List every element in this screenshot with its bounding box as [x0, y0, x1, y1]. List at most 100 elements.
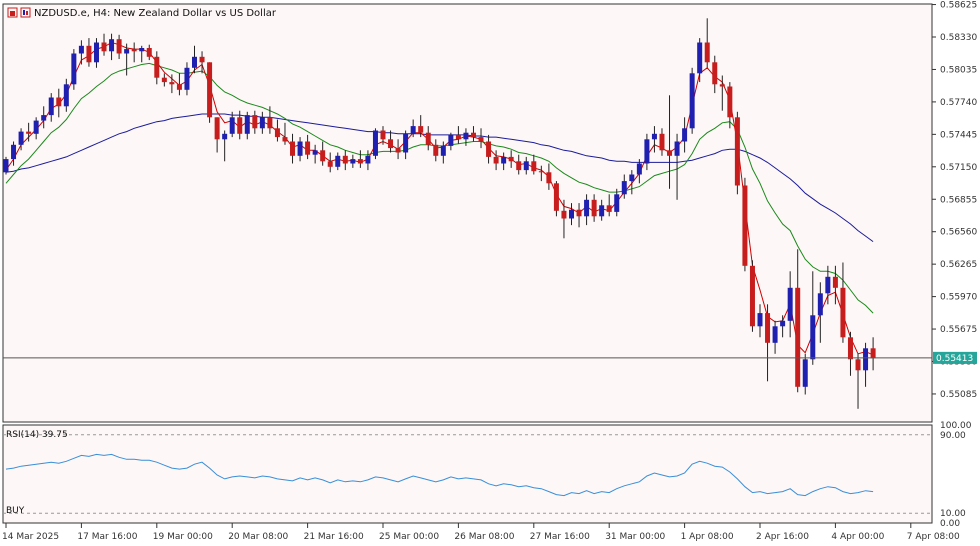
candle-body	[259, 117, 265, 129]
bear-candle	[832, 265, 838, 305]
price-tick-label: 0.57445	[940, 130, 977, 140]
rsi-tick-label: 90.00	[940, 431, 966, 441]
candle-body	[282, 137, 288, 142]
bear-candle	[734, 111, 740, 195]
rsi-line	[5, 453, 874, 497]
candle-body	[297, 141, 303, 156]
bear-candle	[176, 73, 182, 96]
candle-body	[26, 131, 32, 134]
bull-candle	[297, 137, 303, 162]
signal-label: BUY	[6, 506, 25, 516]
window-icon[interactable]	[7, 7, 18, 18]
bull-candle	[674, 133, 680, 200]
candle-body	[787, 287, 793, 321]
bull-candle	[697, 38, 703, 83]
bear-candle	[357, 150, 363, 168]
candle-body	[538, 171, 544, 173]
candle-body	[757, 313, 763, 327]
time-tick-label: 2 Apr 16:00	[756, 532, 809, 542]
price-tick-label: 0.58330	[940, 33, 977, 43]
time-tick-label: 25 Mar 00:00	[379, 532, 439, 542]
candle-body	[682, 128, 688, 142]
bear-candle	[327, 152, 333, 173]
candle-body	[516, 161, 522, 171]
candle-body	[124, 49, 130, 54]
bear-candle	[199, 51, 205, 74]
candle-body	[342, 155, 348, 164]
bull-candle	[244, 111, 250, 140]
bull-candle	[780, 315, 786, 338]
bear-candle	[486, 134, 492, 164]
bull-candle	[403, 130, 409, 160]
candle-body	[478, 137, 484, 142]
bull-candle	[810, 271, 816, 365]
bear-candle	[418, 115, 424, 138]
bull-candle	[18, 128, 24, 151]
rsi-panel-frame	[2, 424, 933, 524]
time-tick-label: 7 Apr 08:00	[907, 532, 960, 542]
ma-slow-line	[5, 113, 874, 243]
bull-candle	[48, 93, 54, 122]
bear-candle	[659, 128, 665, 156]
chart-type-icon[interactable]	[20, 7, 31, 18]
time-tick-label: 4 Apr 00:00	[831, 532, 884, 542]
candle-body	[357, 159, 363, 164]
bull-candle	[192, 45, 197, 74]
candle-body	[93, 42, 99, 63]
candle-body	[252, 115, 258, 129]
time-tick-label: 21 Mar 16:00	[304, 532, 364, 542]
candle-body	[101, 42, 107, 52]
candle-body	[455, 134, 461, 140]
bull-candle	[372, 128, 378, 160]
candle-body	[388, 139, 394, 149]
bear-candle	[116, 34, 122, 59]
bear-candle	[840, 262, 846, 343]
candle-body	[41, 115, 47, 121]
candle-body	[207, 62, 213, 118]
candle-body	[335, 155, 341, 167]
bear-candle	[154, 51, 160, 85]
candle-body	[184, 67, 190, 90]
candle-body	[365, 155, 371, 164]
bull-candle	[817, 282, 823, 343]
price-tick-label: 0.58625	[940, 1, 977, 11]
bull-candle	[621, 174, 627, 199]
candle-body	[712, 62, 718, 85]
bear-candle	[214, 117, 220, 153]
current-price-tag-bg	[933, 351, 977, 364]
candle-body	[312, 150, 318, 155]
bull-candle	[772, 320, 778, 354]
price-tick-label: 0.55085	[940, 390, 977, 400]
bear-candle	[425, 126, 431, 151]
rsi-tick-label: 10.00	[940, 509, 966, 519]
candle-body	[63, 84, 69, 107]
bull-candle	[33, 117, 39, 140]
candle-body	[667, 150, 673, 156]
bear-candle	[305, 134, 311, 160]
bear-candle	[252, 110, 258, 134]
bull-candle	[78, 40, 84, 65]
time-tick-label: 27 Mar 16:00	[530, 532, 590, 542]
bull-candle	[757, 304, 763, 338]
candle-body	[855, 359, 861, 371]
bull-candle	[651, 126, 657, 153]
time-tick-label: 20 Mar 08:00	[228, 532, 288, 542]
candle-body	[734, 117, 740, 186]
rsi-title: RSI(14) 39.75	[6, 430, 68, 440]
bear-candle	[101, 33, 107, 56]
bear-candle	[433, 139, 439, 162]
symbol-header: NZDUSD.e, H4: New Zealand Dollar vs US D…	[7, 7, 277, 19]
bear-candle	[531, 154, 537, 175]
candle-body	[109, 39, 115, 52]
symbol-title: NZDUSD.e, H4: New Zealand Dollar vs US D…	[34, 8, 277, 19]
bear-candle	[742, 177, 748, 272]
price-tick-label: 0.58035	[940, 65, 977, 75]
candle-body	[817, 293, 823, 316]
candle-body	[350, 159, 356, 164]
bull-candle	[222, 130, 228, 162]
candle-body	[863, 348, 869, 371]
candle-body	[71, 53, 77, 85]
bull-candle	[802, 353, 808, 395]
